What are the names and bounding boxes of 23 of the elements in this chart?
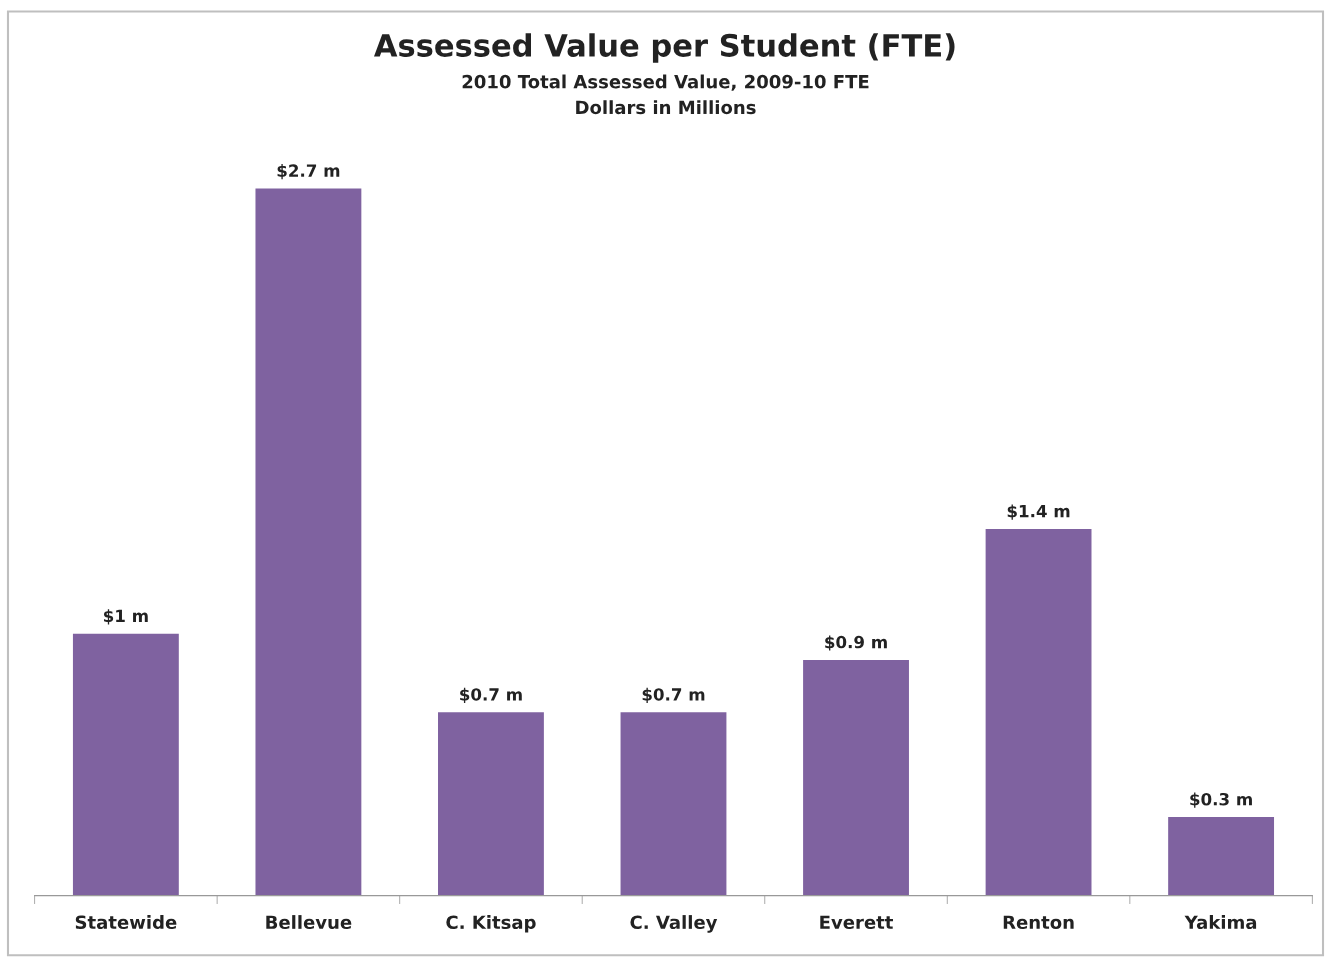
x-tick-label: C. Valley bbox=[630, 915, 718, 933]
bar bbox=[803, 659, 909, 896]
bar bbox=[72, 633, 179, 896]
x-tick-label: Statewide bbox=[75, 915, 177, 930]
data-label: $0.3 m bbox=[1190, 792, 1252, 808]
chart-title: Assessed Value per Student (FTE) bbox=[374, 33, 955, 63]
x-tick-label: Renton bbox=[1003, 915, 1074, 930]
data-label: $0.9 m bbox=[825, 635, 887, 651]
bar bbox=[1168, 817, 1275, 896]
data-label: $0.7 m bbox=[642, 687, 705, 703]
x-tick-label: Bellevue bbox=[266, 915, 352, 930]
bar bbox=[620, 712, 727, 896]
data-label: $2.7 m bbox=[277, 164, 340, 180]
x-tick-label: C. Kitsap bbox=[446, 915, 536, 933]
data-label: $0.7 m bbox=[460, 687, 522, 703]
x-tick-label: Yakima bbox=[1184, 915, 1257, 930]
x-tick-label: Everett bbox=[820, 915, 893, 930]
data-label: $1.4 m bbox=[1007, 504, 1070, 520]
data-label: $1 m bbox=[104, 609, 148, 625]
bar bbox=[438, 712, 544, 896]
bar bbox=[985, 528, 1092, 896]
bar bbox=[255, 188, 362, 896]
chart-subtitle: 2010 Total Assessed Value, 2009-10 FTE Dollars in Millions bbox=[462, 74, 869, 115]
